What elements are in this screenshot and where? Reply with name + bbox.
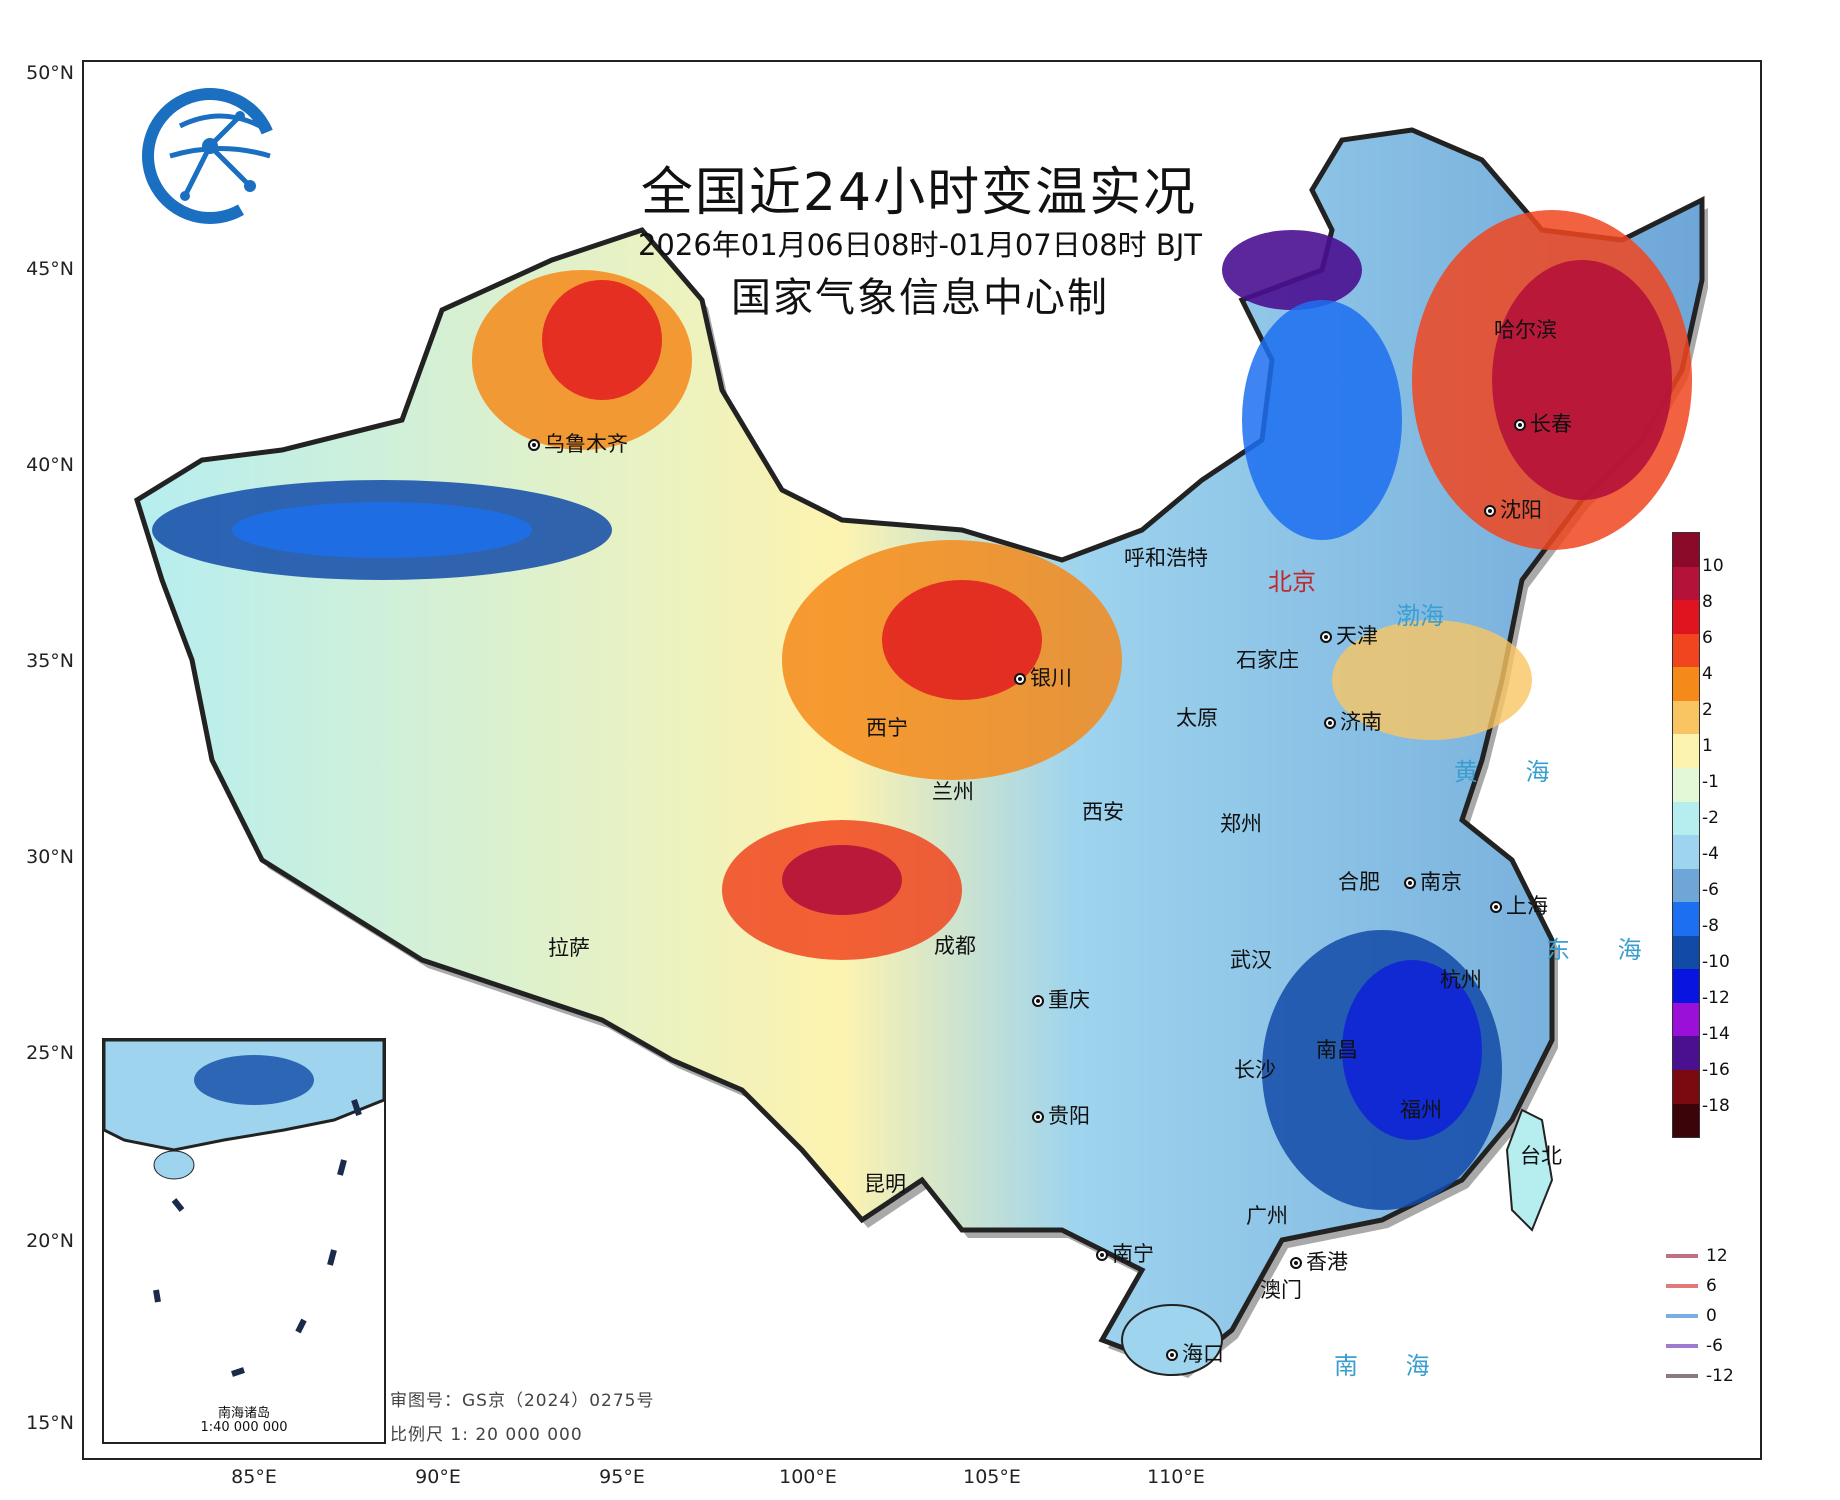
map-title: 全国近24小时变温实况 <box>640 163 1198 223</box>
city-label: 太原 <box>1176 706 1218 730</box>
line-legend-item: -6 <box>1666 1336 1723 1356</box>
lat-label: 45°N <box>26 258 74 280</box>
lat-label: 50°N <box>26 62 74 84</box>
colorbar-label: -2 <box>1702 808 1719 828</box>
colorbar-label: 4 <box>1702 664 1713 684</box>
city-label: 贵阳 <box>1032 1100 1090 1130</box>
colorbar-label: -8 <box>1702 916 1719 936</box>
city-label: 济南 <box>1324 706 1382 736</box>
colorbar-label: -4 <box>1702 844 1719 864</box>
lat-label: 35°N <box>26 650 74 672</box>
map-scale: 比例尺 1: 20 000 000 <box>390 1425 583 1445</box>
city-label: 上海 <box>1490 890 1548 920</box>
south-china-sea-inset: 南海诸岛 1:40 000 000 <box>102 1038 386 1444</box>
colorbar-label: -16 <box>1702 1060 1730 1080</box>
sea-label: 黄 海 <box>1454 758 1570 786</box>
city-label: 沈阳 <box>1484 494 1542 524</box>
lon-label: 110°E <box>1147 1466 1205 1488</box>
city-label: 天津 <box>1320 620 1378 650</box>
colorbar-label: 8 <box>1702 592 1713 612</box>
colorbar-label: 2 <box>1702 700 1713 720</box>
city-label: 杭州 <box>1440 968 1482 992</box>
city-label: 合肥 <box>1338 870 1380 894</box>
lat-label: 25°N <box>26 1042 74 1064</box>
city-label: 成都 <box>934 934 976 958</box>
city-label: 西宁 <box>866 716 908 740</box>
colorbar-label: -18 <box>1702 1096 1730 1116</box>
city-label: 广州 <box>1246 1204 1288 1228</box>
line-legend-item: 6 <box>1666 1276 1717 1296</box>
city-label: 银川 <box>1014 662 1072 692</box>
city-label: 海口 <box>1166 1338 1224 1368</box>
city-label: 西安 <box>1082 800 1124 824</box>
city-label: 福州 <box>1400 1098 1442 1122</box>
colorbar <box>1672 532 1700 1138</box>
city-label: 乌鲁木齐 <box>528 428 628 458</box>
map-period: 2026年01月06日08时-01月07日08时 BJT <box>637 228 1203 262</box>
city-label: 澳门 <box>1260 1278 1302 1302</box>
lon-label: 90°E <box>415 1466 461 1488</box>
inset-map <box>104 1040 384 1377</box>
sea-label: 渤海 <box>1396 602 1444 630</box>
colorbar-label: -10 <box>1702 952 1730 972</box>
city-label: 长春 <box>1514 408 1572 438</box>
colorbar-label: 1 <box>1702 736 1713 756</box>
lat-label: 15°N <box>26 1412 74 1434</box>
colorbar-label: -12 <box>1702 988 1730 1008</box>
city-label: 石家庄 <box>1236 648 1299 672</box>
lon-label: 100°E <box>779 1466 837 1488</box>
city-label: 拉萨 <box>548 936 590 960</box>
city-label: 重庆 <box>1032 984 1090 1014</box>
city-label: 台北 <box>1520 1144 1562 1168</box>
lon-label: 95°E <box>599 1466 645 1488</box>
lat-label: 20°N <box>26 1230 74 1252</box>
city-label: 南京 <box>1404 866 1462 896</box>
city-label: 兰州 <box>932 780 974 804</box>
city-label: 长沙 <box>1234 1058 1276 1082</box>
city-label: 哈尔滨 <box>1494 318 1557 342</box>
globe-network-icon <box>142 88 278 224</box>
city-label: 香港 <box>1290 1246 1348 1276</box>
colorbar-label: -14 <box>1702 1024 1730 1044</box>
inset-title: 南海诸岛 <box>217 1406 270 1421</box>
colorbar-label: 10 <box>1702 556 1724 576</box>
lat-label: 40°N <box>26 454 74 476</box>
colorbar-label: 6 <box>1702 628 1713 648</box>
city-label: 郑州 <box>1220 812 1262 836</box>
sea-label: 南 海 <box>1334 1352 1450 1380</box>
approval-number: 审图号：GS京（2024）0275号 <box>390 1391 655 1411</box>
city-label: 呼和浩特 <box>1124 546 1208 570</box>
city-label: 南昌 <box>1316 1038 1358 1062</box>
city-label: 武汉 <box>1230 948 1272 972</box>
city-label-capital: 北京 <box>1268 568 1316 596</box>
colorbar-label: -1 <box>1702 772 1719 792</box>
line-legend-item: 12 <box>1666 1246 1728 1266</box>
inset-scale: 1:40 000 000 <box>200 1420 288 1435</box>
line-legend-item: -12 <box>1666 1366 1734 1386</box>
lon-label: 105°E <box>963 1466 1021 1488</box>
sea-label: 东 海 <box>1546 936 1662 964</box>
lat-label: 30°N <box>26 846 74 868</box>
line-legend-item: 0 <box>1666 1306 1717 1326</box>
lon-label: 85°E <box>231 1466 277 1488</box>
city-label: 南宁 <box>1096 1238 1154 1268</box>
map-producer: 国家气象信息中心制 <box>731 275 1109 321</box>
city-label: 昆明 <box>864 1172 906 1196</box>
colorbar-label: -6 <box>1702 880 1719 900</box>
